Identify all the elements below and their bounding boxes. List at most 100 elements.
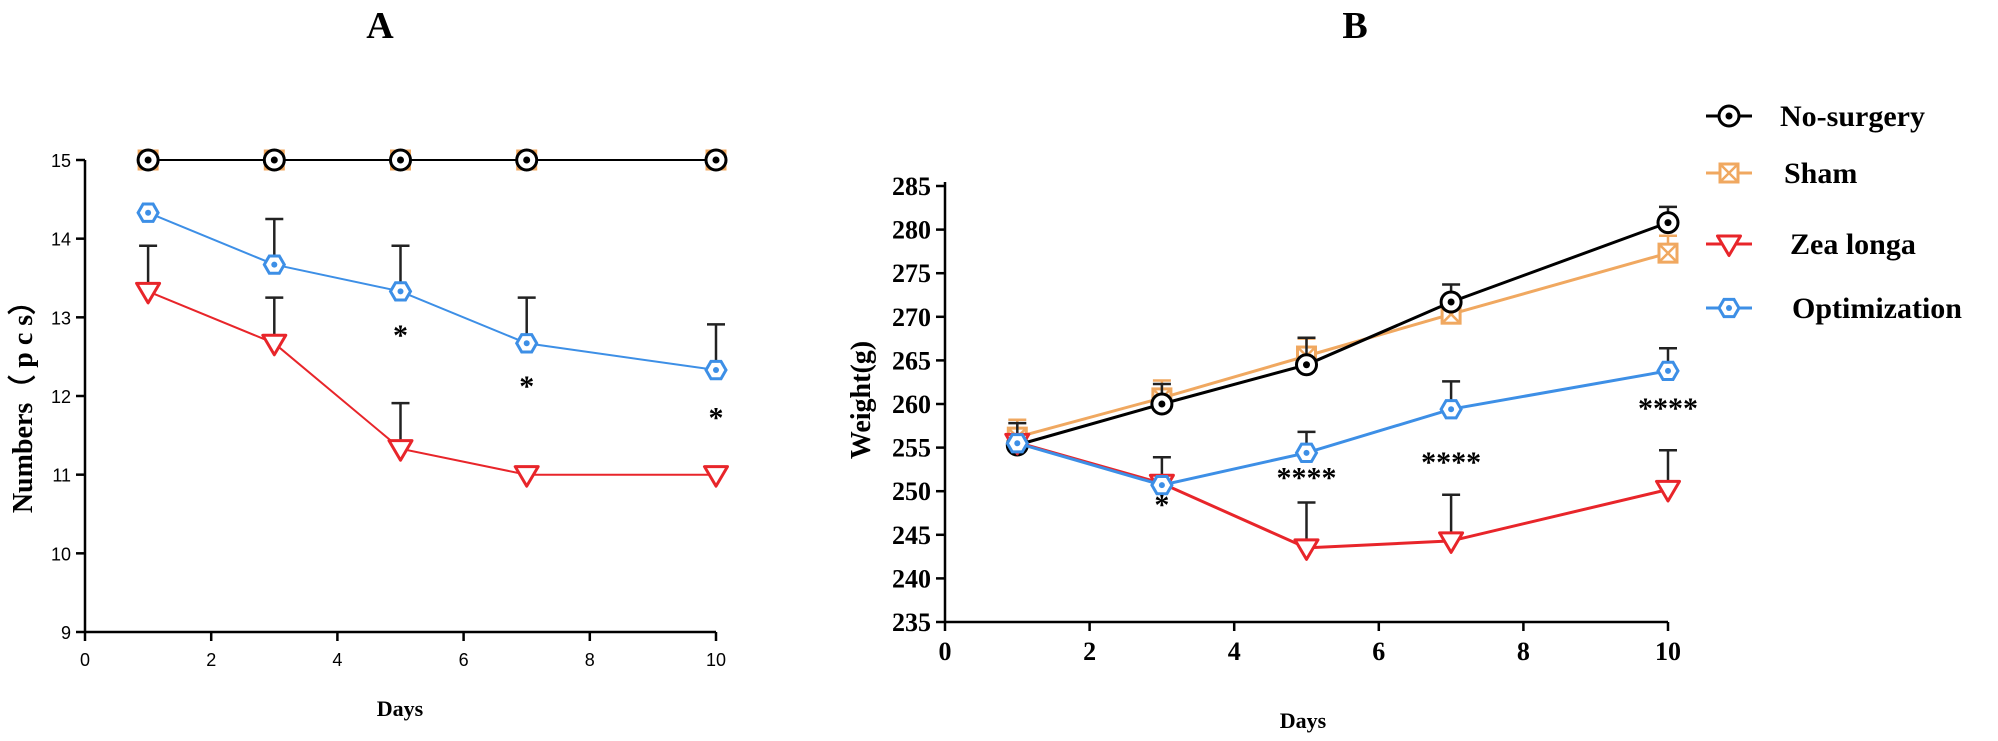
- panel-b-y-tick-label: 245: [892, 521, 931, 550]
- panel-b-y-tick-label: 235: [892, 608, 931, 637]
- panel-a-point-optimization-dot: [145, 209, 152, 216]
- panel-a-y-tick-label: 13: [51, 308, 71, 328]
- panel-b-point-optimization-dot: [1448, 406, 1455, 413]
- panel-a-series-optimization: [136, 202, 728, 381]
- panel-a-point-no-surgery: [515, 148, 539, 172]
- panel-b-point-zea-longa: [1438, 531, 1465, 554]
- panel-a-y-tick-label: 15: [51, 151, 71, 171]
- panel-b-x-tick-label: 8: [1517, 637, 1530, 666]
- legend-label-zea-longa: Zea longa: [1790, 228, 1916, 261]
- panel-b-significance-label: ****: [1421, 446, 1481, 479]
- panel-a-y-tick-label: 9: [61, 623, 71, 643]
- panel-b-y-tick-label: 250: [892, 477, 931, 506]
- panel-b-title: B: [1342, 5, 1367, 47]
- panel-b-point-sham-x2: [1658, 243, 1678, 264]
- panel-b-y-tick-label: 275: [892, 259, 931, 288]
- legend-item-no-surgery: No-surgery: [1706, 100, 1925, 133]
- legend-marker-zea-longa-tri: [1716, 234, 1742, 257]
- panel-a-point-zea-longa: [387, 439, 414, 462]
- panel-b-series-no-surgery: [1005, 205, 1680, 457]
- panel-a-series-zea-longa: [135, 244, 729, 488]
- panel-b-y-tick-label: 240: [892, 564, 931, 593]
- panel-b-point-optimization: [1294, 442, 1319, 463]
- panel-b-series: [1004, 205, 1681, 561]
- panel-b-point-zea-longa: [1655, 479, 1681, 503]
- panel-a-point-zea-longa-tri: [387, 439, 414, 462]
- panel-b-y-tick-label: 270: [892, 303, 931, 332]
- panel-a-x-label: Days: [377, 696, 424, 721]
- panel-a-point-optimization-dot: [397, 288, 404, 295]
- panel-a-point-no-surgery-dot: [397, 156, 404, 164]
- panel-a-series-line-optimization: [147, 211, 717, 371]
- panel-b-y-tick-label: 255: [892, 434, 931, 463]
- panel-b-ticks: 0 2 4 6 8 10 235 240 245 250 255 260 265 270 275 280 285: [892, 172, 1681, 666]
- panel-a-point-optimization: [514, 333, 539, 354]
- panel-a-point-optimization: [262, 254, 287, 275]
- panel-a-point-optimization: [704, 359, 728, 381]
- panel-a-point-zea-longa: [261, 333, 288, 357]
- legend-item-sham: Sham: [1706, 157, 1857, 190]
- panel-b-point-optimization: [1005, 433, 1030, 454]
- legend-item-zea-longa: Zea longa: [1706, 228, 1916, 261]
- panel-a: A 0 2 4 6 8 10 9 10 11 12 13 14 15 Days Numbers（ p c…: [6, 5, 729, 721]
- panel-a-point-zea-longa: [703, 465, 729, 488]
- panel-b-point-zea-longa-tri: [1438, 531, 1465, 554]
- panel-a-significance-label: *: [393, 319, 408, 352]
- panel-b-y-tick-label: 265: [892, 346, 931, 375]
- panel-b-point-optimization-dot: [1303, 449, 1310, 456]
- panel-a-annotations: * * *: [393, 319, 724, 435]
- panel-a-significance-label: *: [519, 370, 534, 403]
- panel-a-point-no-surgery-dot: [144, 156, 152, 164]
- panel-a-point-zea-longa-tri: [513, 465, 540, 488]
- panel-a-point-zea-longa-tri: [261, 333, 288, 357]
- panel-a-point-no-surgery: [704, 148, 728, 172]
- panel-a-y-label: Numbers（ p c s）: [6, 287, 39, 513]
- panel-b: B 0 2 4 6 8 10 235 240 245 250 255 260 265 270 275 280 2…: [846, 5, 1698, 733]
- panel-a-point-optimization-dot: [271, 261, 278, 268]
- panel-a-title: A: [366, 5, 394, 47]
- panel-b-point-zea-longa-tri: [1293, 538, 1320, 561]
- panel-b-series-line-optimization: [1016, 369, 1669, 487]
- panel-a-point-optimization: [136, 202, 160, 223]
- panel-a-point-zea-longa-tri: [703, 465, 729, 488]
- panel-a-y-tick-label: 12: [51, 387, 71, 407]
- panel-b-point-optimization: [1150, 474, 1174, 496]
- panel-a-y-tick-label: 10: [51, 544, 71, 564]
- panel-b-point-no-surgery-dot: [1158, 400, 1166, 408]
- panel-a-x-tick-label: 4: [332, 650, 342, 670]
- panel-a-point-zea-longa-tri: [135, 281, 162, 305]
- panel-a-point-no-surgery: [389, 148, 412, 172]
- panel-b-point-optimization-dot: [1014, 440, 1021, 447]
- legend-marker-no-surgery: [1717, 104, 1741, 128]
- panel-b-point-no-surgery-dot: [1664, 219, 1672, 227]
- legend-marker-no-surgery-dot: [1725, 112, 1733, 120]
- legend-label-sham: Sham: [1784, 157, 1857, 190]
- legend-marker-sham: [1718, 162, 1740, 184]
- panel-a-point-no-surgery-dot: [270, 156, 278, 164]
- panel-b-y-tick-label: 260: [892, 390, 931, 419]
- legend-marker-optimization-dot: [1726, 305, 1732, 311]
- panel-a-point-optimization: [388, 281, 413, 302]
- panel-a-series-line-zea-longa: [147, 290, 716, 476]
- panel-b-x-tick-label: 2: [1083, 637, 1096, 666]
- panel-b-x-tick-label: 10: [1655, 637, 1681, 666]
- panel-b-annotations: ***** ********: [1154, 392, 1698, 522]
- panel-b-point-no-surgery-dot: [1447, 298, 1455, 306]
- panel-b-series-zea-longa: [1004, 432, 1681, 561]
- legend-label-optimization: Optimization: [1792, 292, 1962, 325]
- legend-marker-optimization: [1717, 297, 1741, 319]
- panel-a-series-no-surgery: [136, 148, 728, 172]
- panel-b-point-optimization: [1656, 360, 1680, 382]
- panel-a-significance-label: *: [709, 401, 724, 434]
- panel-b-point-sham: [1657, 242, 1679, 264]
- panel-b-y-label: Weight(g): [846, 341, 877, 459]
- panel-a-series: [135, 148, 729, 488]
- legend-marker-zea-longa: [1716, 234, 1742, 257]
- panel-a-x-tick-label: 10: [706, 650, 726, 670]
- panel-a-point-no-surgery: [136, 148, 160, 172]
- panel-b-point-no-surgery-dot: [1303, 361, 1310, 369]
- legend: No-surgery Sham Zea longa Optimization: [1706, 100, 1962, 325]
- panel-a-point-zea-longa: [513, 465, 540, 488]
- panel-b-point-no-surgery: [1656, 211, 1680, 235]
